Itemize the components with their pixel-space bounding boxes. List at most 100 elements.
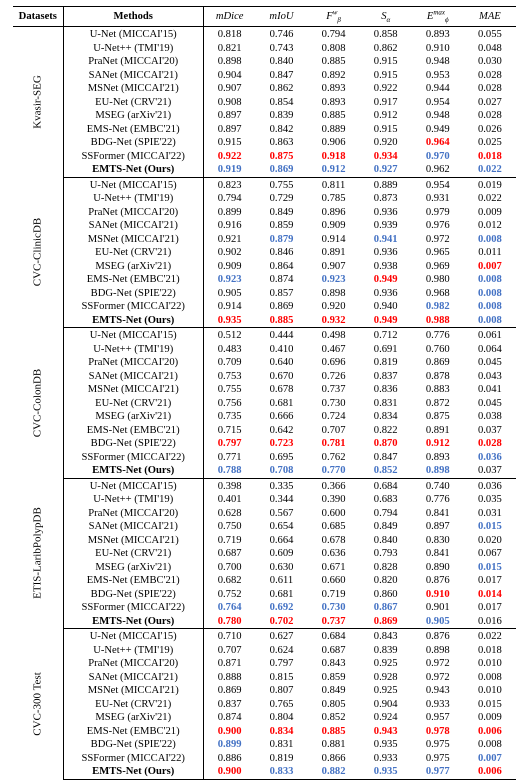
metric-value: 0.862 bbox=[269, 83, 294, 94]
metric-value: 0.954 bbox=[425, 179, 450, 191]
metric-value: 0.771 bbox=[217, 451, 242, 463]
metric-value: 0.737 bbox=[307, 614, 360, 629]
metric-value: 0.017 bbox=[477, 602, 502, 613]
metric-value: 0.794 bbox=[217, 193, 242, 204]
table-row: U-Net++ (TMI'19) 0.401 0.344 0.390 0.683 0.77… bbox=[13, 493, 516, 507]
metric-value: 0.919 bbox=[203, 163, 256, 178]
metric-value: 0.512 bbox=[217, 330, 242, 341]
metric-value: 0.869 bbox=[359, 614, 412, 629]
metric-value: 0.700 bbox=[217, 561, 242, 573]
method-name: EMS-Net (EMBC'21) bbox=[63, 423, 204, 437]
metric-value: 0.671 bbox=[321, 561, 346, 573]
metric-value: 0.036 bbox=[477, 480, 502, 492]
metric-value: 0.932 bbox=[307, 313, 360, 328]
metric-value: 0.912 bbox=[307, 163, 360, 178]
table-row: MSNet (MICCAI'21) 0.719 0.664 0.678 0.840 0.8… bbox=[13, 533, 516, 547]
metric-value: 0.624 bbox=[269, 644, 294, 656]
metric-value: 0.920 bbox=[321, 301, 346, 312]
table-header: Datasets Methods mDice mIoU Fwβ Sα Emaxϕ… bbox=[13, 6, 516, 27]
method-name: MSEG (arXiv'21) bbox=[63, 560, 204, 574]
method-name: MSNet (MICCAI'21) bbox=[63, 383, 204, 397]
metric-value: 0.776 bbox=[425, 330, 450, 341]
dataset-group: CVC-300 Test U-Net (MICCAI'15) 0.710 0.627 0… bbox=[13, 628, 516, 780]
metric-value: 0.924 bbox=[373, 712, 398, 723]
metric-value: 0.010 bbox=[477, 685, 502, 696]
method-name: SANet (MICCAI'21) bbox=[63, 219, 204, 233]
metric-value: 0.743 bbox=[269, 42, 294, 54]
metric-value: 0.916 bbox=[217, 220, 242, 231]
metric-value: 0.666 bbox=[269, 411, 294, 422]
table-row: U-Net++ (TMI'19) 0.483 0.410 0.467 0.691 0.76… bbox=[13, 342, 516, 356]
metric-value: 0.045 bbox=[477, 357, 502, 368]
metric-value: 0.943 bbox=[425, 685, 450, 696]
metric-value: 0.965 bbox=[425, 247, 450, 258]
metric-value: 0.730 bbox=[321, 602, 346, 613]
metric-value: 0.819 bbox=[269, 752, 294, 764]
metric-value: 0.815 bbox=[269, 671, 294, 683]
dataset-name: CVC-ColonDB bbox=[31, 368, 44, 437]
metric-value: 0.018 bbox=[477, 150, 502, 162]
method-name: BDG-Net (SPIE'22) bbox=[63, 136, 204, 150]
metric-value: 0.907 bbox=[217, 83, 242, 94]
table-row: EMTS-Net (Ours) 0.935 0.885 0.932 0.949 0.988… bbox=[13, 313, 516, 328]
metric-value: 0.030 bbox=[477, 56, 502, 67]
table-row: SSFormer (MICCAI'22) 0.914 0.869 0.920 0.940… bbox=[13, 300, 516, 314]
metric-value: 0.962 bbox=[411, 163, 464, 178]
metric-value: 0.684 bbox=[373, 480, 398, 492]
metric-value: 0.975 bbox=[425, 752, 450, 764]
metric-value: 0.891 bbox=[425, 424, 450, 436]
metric-value: 0.726 bbox=[321, 370, 346, 382]
metric-value: 0.009 bbox=[477, 712, 502, 723]
metric-value: 0.008 bbox=[477, 739, 502, 750]
metric-value: 0.949 bbox=[373, 274, 398, 285]
table-row: SANet (MICCAI'21) 0.904 0.847 0.892 0.915 0.9… bbox=[13, 68, 516, 82]
table-row: EMS-Net (EMBC'21) 0.900 0.834 0.885 0.943 0.9… bbox=[13, 724, 516, 738]
metric-value: 0.600 bbox=[321, 507, 346, 519]
metric-value: 0.036 bbox=[477, 451, 502, 463]
metric-value: 0.710 bbox=[217, 631, 242, 642]
metric-value: 0.794 bbox=[373, 507, 398, 519]
metric-value: 0.654 bbox=[269, 521, 294, 532]
header-s-alpha: Sα bbox=[360, 7, 412, 27]
table-row: MSNet (MICCAI'21) 0.921 0.879 0.914 0.941 0.9… bbox=[13, 232, 516, 246]
metric-value: 0.410 bbox=[269, 343, 294, 355]
table-row: BDG-Net (SPIE'22) 0.915 0.863 0.906 0.920 0.9… bbox=[13, 136, 516, 150]
metric-value: 0.867 bbox=[373, 602, 398, 613]
method-name: EU-Net (CRV'21) bbox=[63, 547, 204, 561]
metric-value: 0.978 bbox=[425, 725, 450, 737]
table-row: EMS-Net (EMBC'21) 0.923 0.874 0.923 0.949 0.9… bbox=[13, 273, 516, 287]
method-name: U-Net++ (TMI'19) bbox=[63, 493, 204, 507]
metric-value: 0.866 bbox=[321, 752, 346, 764]
metric-value: 0.957 bbox=[425, 712, 450, 723]
metric-value: 0.006 bbox=[477, 725, 502, 737]
table-row: U-Net++ (TMI'19) 0.707 0.624 0.687 0.839 0.89… bbox=[13, 643, 516, 657]
metric-value: 0.953 bbox=[425, 69, 450, 81]
metric-value: 0.683 bbox=[373, 494, 398, 505]
metric-value: 0.833 bbox=[255, 765, 308, 780]
method-name: MSNet (MICCAI'21) bbox=[63, 684, 204, 698]
metric-value: 0.849 bbox=[373, 521, 398, 532]
metric-value: 0.805 bbox=[321, 698, 346, 710]
metric-value: 0.874 bbox=[217, 712, 242, 723]
table-row: EU-Net (CRV'21) 0.837 0.765 0.805 0.904 0.933… bbox=[13, 697, 516, 711]
table-row: BDG-Net (SPIE'22) 0.797 0.723 0.781 0.870 0.9… bbox=[13, 437, 516, 451]
metric-value: 0.898 bbox=[411, 464, 464, 479]
metric-value: 0.904 bbox=[217, 69, 242, 81]
metric-value: 0.770 bbox=[307, 464, 360, 479]
dataset-name: CVC-ClinicDB bbox=[31, 218, 44, 287]
method-name: EMTS-Net (Ours) bbox=[63, 765, 204, 780]
metric-value: 0.712 bbox=[373, 330, 398, 341]
metric-value: 0.828 bbox=[373, 561, 398, 573]
metric-value: 0.344 bbox=[269, 494, 294, 505]
metric-value: 0.818 bbox=[217, 29, 242, 40]
metric-value: 0.830 bbox=[425, 534, 450, 546]
method-name: U-Net++ (TMI'19) bbox=[63, 643, 204, 657]
metric-value: 0.765 bbox=[269, 698, 294, 710]
metric-value: 0.724 bbox=[321, 411, 346, 422]
metric-value: 0.016 bbox=[463, 614, 516, 629]
metric-value: 0.862 bbox=[373, 42, 398, 54]
dataset-label-cell: Kvasir-SEG bbox=[13, 26, 64, 177]
metric-value: 0.897 bbox=[425, 521, 450, 532]
metric-value: 0.948 bbox=[425, 56, 450, 67]
metric-value: 0.936 bbox=[373, 206, 398, 218]
